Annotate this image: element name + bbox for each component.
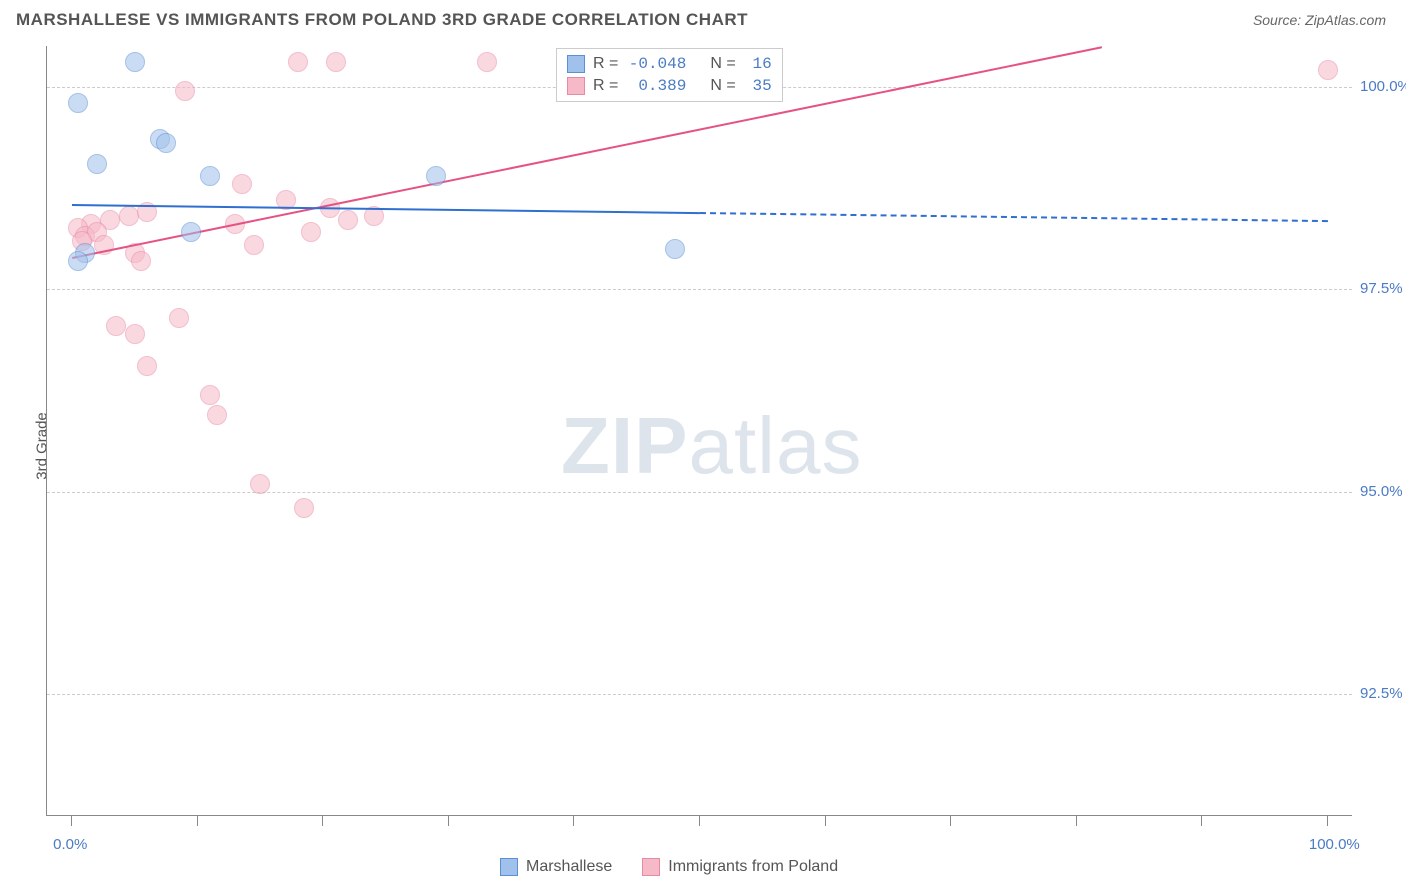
data-point [181,222,201,242]
x-tick [1076,816,1077,826]
y-tick-label: 100.0% [1360,78,1406,95]
chart-title: MARSHALLESE VS IMMIGRANTS FROM POLAND 3R… [16,10,748,30]
pink-swatch-icon [567,77,585,95]
x-tick-label: 100.0% [1309,836,1360,853]
data-point [426,166,446,186]
data-point [106,316,126,336]
x-tick [197,816,198,826]
data-point [244,235,264,255]
data-point [294,498,314,518]
x-tick [573,816,574,826]
data-point [68,93,88,113]
legend-item-pink: Immigrants from Poland [642,858,838,876]
data-point [137,356,157,376]
trend-line [72,204,700,214]
blue-swatch-icon [567,55,585,73]
x-tick [825,816,826,826]
chart-source: Source: ZipAtlas.com [1253,12,1386,28]
data-point [200,166,220,186]
gridline [47,694,1352,695]
data-point [156,133,176,153]
gridline [47,492,1352,493]
data-point [119,206,139,226]
x-tick [1327,816,1328,826]
data-point [200,385,220,405]
data-point [207,405,227,425]
stats-row-blue: R = -0.048 N = 16 [567,53,772,75]
stats-row-pink: R = 0.389 N = 35 [567,75,772,97]
data-point [175,81,195,101]
y-tick-label: 97.5% [1360,280,1403,297]
x-tick-label: 0.0% [53,836,87,853]
data-point [665,239,685,259]
y-tick-label: 92.5% [1360,685,1403,702]
x-tick [448,816,449,826]
data-point [131,251,151,271]
chart-header: MARSHALLESE VS IMMIGRANTS FROM POLAND 3R… [0,0,1406,36]
trend-line [700,212,1328,222]
y-tick-label: 95.0% [1360,483,1403,500]
x-tick [699,816,700,826]
data-point [169,308,189,328]
data-point [125,324,145,344]
data-point [301,222,321,242]
data-point [338,210,358,230]
chart-plot-area: ZIPatlas [46,46,1352,816]
data-point [87,154,107,174]
data-point [288,52,308,72]
data-point [250,474,270,494]
x-tick [322,816,323,826]
x-tick [950,816,951,826]
watermark: ZIPatlas [561,400,862,492]
data-point [68,251,88,271]
data-point [1318,60,1338,80]
series-legend: Marshallese Immigrants from Poland [500,858,838,876]
pink-swatch-icon [642,858,660,876]
gridline [47,289,1352,290]
data-point [125,52,145,72]
x-tick [71,816,72,826]
correlation-stats-box: R = -0.048 N = 16 R = 0.389 N = 35 [556,48,783,102]
data-point [477,52,497,72]
data-point [232,174,252,194]
blue-swatch-icon [500,858,518,876]
legend-item-blue: Marshallese [500,858,612,876]
data-point [326,52,346,72]
x-tick [1201,816,1202,826]
